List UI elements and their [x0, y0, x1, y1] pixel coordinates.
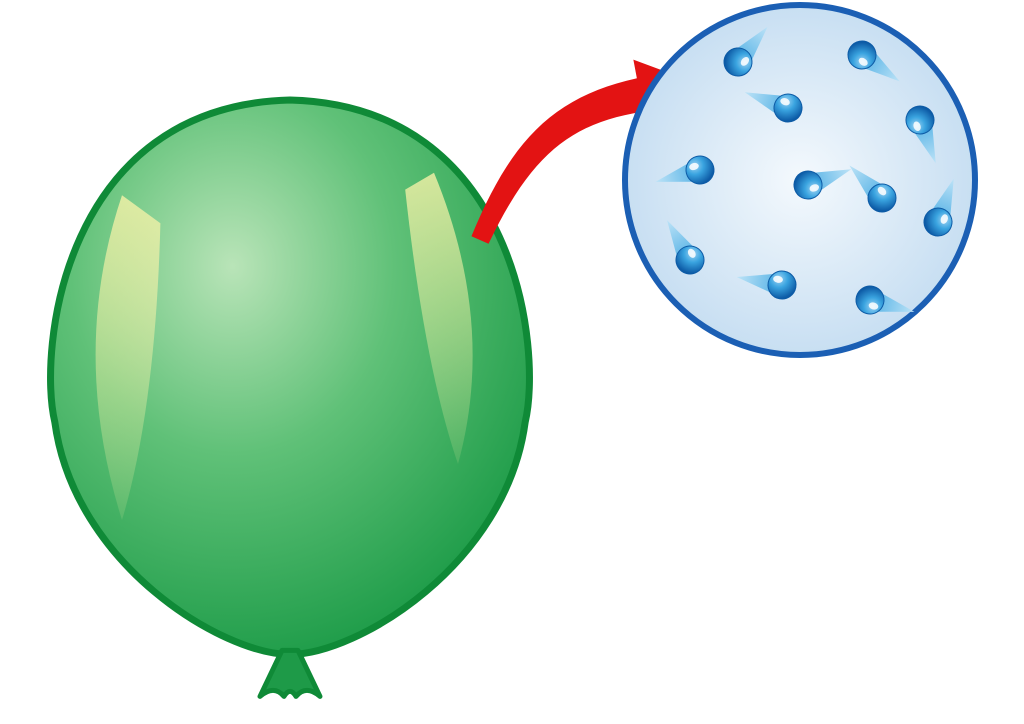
- diagram-svg: [0, 0, 1024, 724]
- balloon-knot: [260, 650, 320, 696]
- diagram-stage: [0, 0, 1024, 724]
- balloon: [51, 100, 530, 696]
